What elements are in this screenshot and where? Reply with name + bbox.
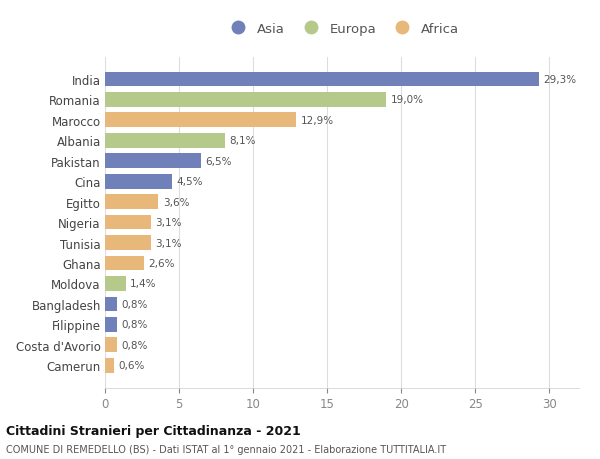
Bar <box>105 73 539 87</box>
Bar <box>105 93 386 107</box>
Bar <box>105 154 201 169</box>
Text: 0,6%: 0,6% <box>118 360 145 370</box>
Text: 19,0%: 19,0% <box>391 95 424 105</box>
Text: 3,1%: 3,1% <box>155 218 182 228</box>
Text: 8,1%: 8,1% <box>229 136 256 146</box>
Text: 12,9%: 12,9% <box>301 116 334 126</box>
Text: 6,5%: 6,5% <box>206 157 232 166</box>
Text: 0,8%: 0,8% <box>121 299 148 309</box>
Bar <box>105 317 117 332</box>
Text: 4,5%: 4,5% <box>176 177 203 187</box>
Bar <box>105 215 151 230</box>
Bar <box>105 276 126 291</box>
Text: 2,6%: 2,6% <box>148 258 175 269</box>
Text: 29,3%: 29,3% <box>544 75 577 85</box>
Legend: Asia, Europa, Africa: Asia, Europa, Africa <box>220 18 464 41</box>
Text: COMUNE DI REMEDELLO (BS) - Dati ISTAT al 1° gennaio 2021 - Elaborazione TUTTITAL: COMUNE DI REMEDELLO (BS) - Dati ISTAT al… <box>6 444 446 454</box>
Bar <box>105 195 158 210</box>
Text: Cittadini Stranieri per Cittadinanza - 2021: Cittadini Stranieri per Cittadinanza - 2… <box>6 424 301 437</box>
Bar <box>105 174 172 189</box>
Text: 3,1%: 3,1% <box>155 238 182 248</box>
Bar <box>105 235 151 250</box>
Text: 1,4%: 1,4% <box>130 279 157 289</box>
Bar <box>105 256 143 271</box>
Text: 0,8%: 0,8% <box>121 340 148 350</box>
Text: 3,6%: 3,6% <box>163 197 189 207</box>
Bar <box>105 113 296 128</box>
Bar <box>105 134 225 148</box>
Text: 0,8%: 0,8% <box>121 319 148 330</box>
Bar <box>105 358 114 373</box>
Bar <box>105 338 117 353</box>
Bar <box>105 297 117 312</box>
